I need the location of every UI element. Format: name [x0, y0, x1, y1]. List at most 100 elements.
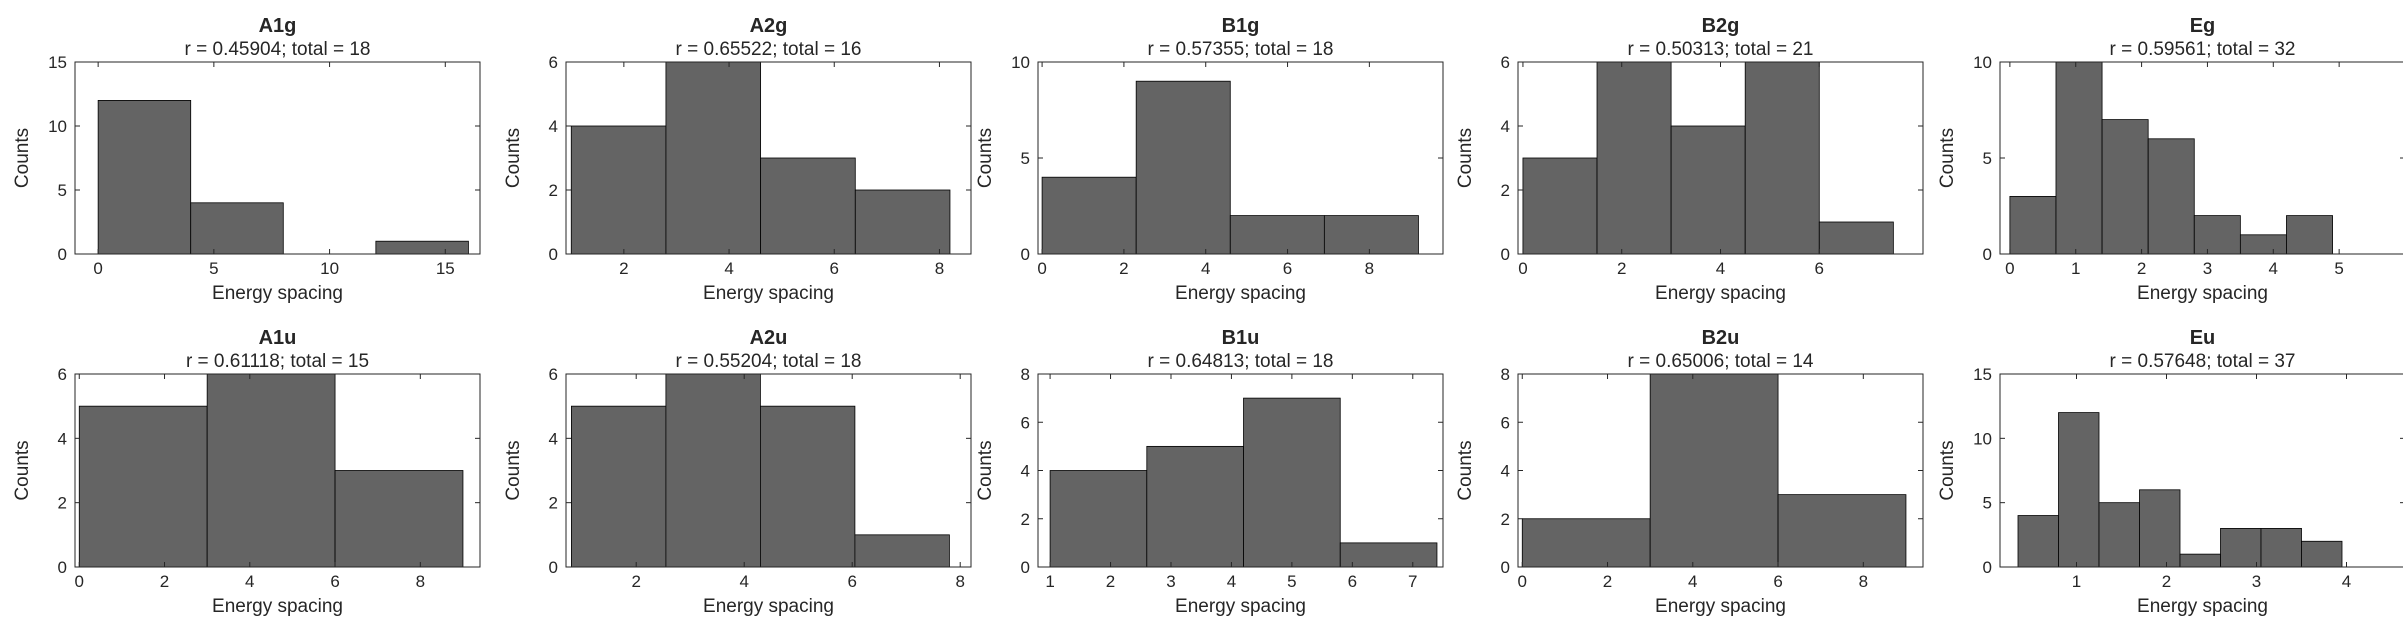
x-tick-label: 4	[1716, 259, 1725, 278]
chart-subtitle: r = 0.50313; total = 21	[1628, 39, 1814, 60]
y-axis-label: Counts	[1455, 440, 1476, 500]
chart-title: A2g	[750, 15, 788, 37]
y-tick-label: 0	[1501, 245, 1510, 264]
chart-title: B2g	[1702, 15, 1740, 37]
y-axis-label: Counts	[503, 128, 524, 188]
y-tick-label: 0	[1021, 558, 1030, 577]
y-tick-label: 8	[1021, 365, 1030, 384]
histogram-bar	[665, 61, 762, 255]
chart-subtitle: r = 0.59561; total = 32	[2110, 39, 2296, 60]
x-tick-label: 0	[1037, 259, 1046, 278]
histogram-bar	[2055, 61, 2103, 255]
histogram-bar	[1041, 176, 1137, 255]
y-tick-label: 2	[1501, 181, 1510, 200]
axes-box	[565, 373, 972, 568]
y-tick-label: 5	[1983, 494, 1992, 513]
y-tick-label: 10	[1011, 53, 1030, 72]
chart-title: A1u	[259, 327, 297, 349]
y-tick-label: 4	[1501, 117, 1510, 136]
x-tick-label: 4	[1227, 572, 1236, 591]
histogram-bar	[2017, 515, 2059, 568]
y-tick-label: 2	[1021, 510, 1030, 529]
histogram-bar	[1596, 61, 1672, 255]
x-tick-label: 2	[2137, 259, 2146, 278]
x-tick-label: 3	[2252, 572, 2261, 591]
histogram-bar	[206, 373, 336, 568]
histogram-bar	[1777, 494, 1907, 568]
histogram-bar	[2239, 234, 2287, 255]
y-tick-label: 4	[549, 429, 558, 448]
y-axis-label: Counts	[975, 128, 996, 188]
histogram-bar	[1649, 373, 1779, 568]
axes-box	[74, 373, 481, 568]
y-tick-label: 0	[1983, 245, 1992, 264]
histogram-bar	[2139, 489, 2181, 568]
y-axis-label: Counts	[1937, 440, 1958, 500]
histogram-bar	[760, 157, 856, 255]
x-axis-label: Energy spacing	[1175, 596, 1306, 617]
y-axis-label: Counts	[12, 128, 33, 188]
chart-title: Eg	[2190, 15, 2216, 37]
histogram-bar	[1339, 542, 1438, 568]
x-tick-label: 6	[330, 572, 339, 591]
histogram-bar	[1521, 518, 1651, 568]
x-tick-label: 2	[160, 572, 169, 591]
x-tick-label: 6	[1815, 259, 1824, 278]
histogram-panel: 1 2 3 4 0 5 10 15 Eur = 0.57648; total = 37 Energ…	[1937, 327, 2403, 617]
histogram-bar	[571, 405, 667, 568]
histogram-bar	[1146, 445, 1244, 568]
x-tick-label: 5	[209, 259, 218, 278]
y-tick-label: 0	[1021, 245, 1030, 264]
y-axis-label: Counts	[503, 440, 524, 500]
y-tick-label: 0	[549, 558, 558, 577]
x-tick-label: 2	[619, 259, 628, 278]
histogram-bar	[1243, 397, 1341, 568]
x-tick-label: 2	[1106, 572, 1115, 591]
y-tick-label: 0	[1501, 558, 1510, 577]
histogram-bar	[2058, 412, 2100, 568]
y-tick-label: 2	[549, 494, 558, 513]
y-tick-label: 0	[1983, 558, 1992, 577]
y-tick-label: 0	[549, 245, 558, 264]
x-tick-label: 8	[935, 259, 944, 278]
y-tick-label: 4	[1021, 462, 1030, 481]
x-tick-label: 0	[1518, 572, 1527, 591]
x-tick-label: 6	[830, 259, 839, 278]
chart-subtitle: r = 0.57355; total = 18	[1148, 39, 1334, 60]
x-tick-label: 6	[1348, 572, 1357, 591]
y-tick-label: 2	[549, 181, 558, 200]
histogram-bar	[2147, 138, 2195, 255]
y-tick-label: 0	[58, 245, 67, 264]
chart-title: A2u	[750, 327, 788, 349]
histogram-panel: 0 1 2 3 4 5 0 5 10 Egr = 0.59561; total = 32 Energ…	[1937, 15, 2403, 304]
histogram-bar	[1744, 61, 1820, 255]
chart-subtitle: r = 0.45904; total = 18	[185, 39, 371, 60]
y-tick-label: 4	[1501, 462, 1510, 481]
histogram-bar	[2179, 553, 2221, 568]
y-tick-label: 5	[1983, 149, 1992, 168]
histogram-bar	[1135, 80, 1231, 255]
chart-title: B2u	[1702, 327, 1740, 349]
y-tick-label: 6	[549, 53, 558, 72]
x-tick-label: 6	[1283, 259, 1292, 278]
y-tick-label: 15	[48, 53, 67, 72]
x-tick-label: 3	[2203, 259, 2212, 278]
histogram-bar	[2286, 215, 2333, 255]
x-tick-label: 6	[847, 572, 856, 591]
x-tick-label: 0	[75, 572, 84, 591]
histogram-bar	[2098, 502, 2140, 568]
y-axis-label: Counts	[975, 440, 996, 500]
y-tick-label: 6	[1021, 413, 1030, 432]
axes-box	[74, 61, 481, 255]
x-axis-label: Energy spacing	[212, 596, 343, 617]
histogram-bar	[1049, 470, 1148, 568]
x-tick-label: 2	[631, 572, 640, 591]
histogram-bar	[78, 405, 208, 568]
x-tick-label: 2	[1603, 572, 1612, 591]
histogram-bar	[1229, 215, 1325, 255]
y-tick-label: 10	[48, 117, 67, 136]
x-tick-label: 1	[2071, 259, 2080, 278]
x-tick-label: 4	[245, 572, 254, 591]
y-tick-label: 15	[1973, 365, 1992, 384]
